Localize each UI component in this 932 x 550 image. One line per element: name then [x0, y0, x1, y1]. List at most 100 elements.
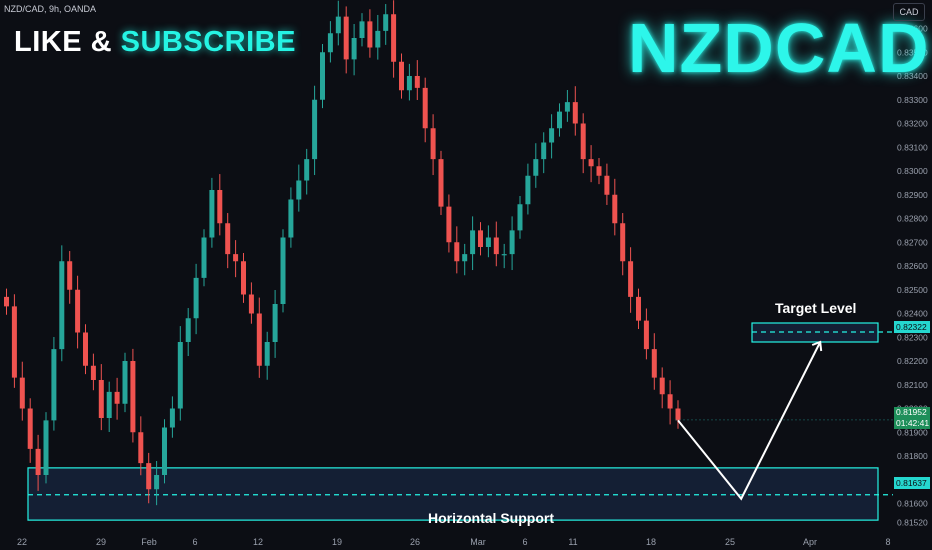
candle-body [304, 159, 310, 181]
candle-body [35, 448, 41, 475]
y-tick-label: 0.82400 [897, 309, 928, 319]
x-tick-label: 8 [885, 537, 890, 547]
currency-button[interactable]: CAD [893, 3, 925, 21]
x-tick-label: 6 [192, 537, 197, 547]
x-tick-label: 18 [646, 537, 656, 547]
candle-body [185, 318, 191, 342]
candle-body [51, 349, 57, 421]
y-tick-label: 0.81900 [897, 427, 928, 437]
candle-body [533, 159, 539, 176]
y-tick-label: 0.83300 [897, 95, 928, 105]
x-tick-label: Apr [803, 537, 817, 547]
candle-body [509, 230, 515, 255]
candle-body [549, 128, 555, 143]
candle-body [320, 52, 325, 100]
y-tick-label: 0.81600 [897, 499, 928, 509]
candle-body [193, 277, 199, 319]
candle-body [541, 142, 547, 160]
candle-body [43, 420, 49, 475]
candle-body [604, 175, 610, 195]
candle-body [430, 128, 436, 160]
candle-body [667, 394, 673, 409]
candle-body [375, 30, 381, 48]
candle-body [288, 199, 294, 238]
candle-body [4, 296, 9, 307]
like-text: LIKE & [14, 26, 121, 58]
y-tick-label: 0.82300 [897, 332, 928, 342]
candle-body [438, 159, 444, 207]
candle-body [59, 261, 65, 350]
y-tick-label: 0.81800 [897, 451, 928, 461]
candle-body [572, 102, 578, 124]
y-tick-label: 0.82200 [897, 356, 928, 366]
candle-body [612, 194, 618, 224]
candle-body [98, 380, 104, 418]
subscribe-text: SUBSCRIBE [120, 26, 296, 58]
candle-body [225, 223, 231, 255]
candle-body [327, 33, 333, 53]
candle-body [359, 21, 365, 38]
x-tick-label: Mar [470, 537, 486, 547]
candle-body [296, 180, 302, 200]
candle-body [106, 391, 112, 418]
candle-body [675, 408, 681, 421]
candle-body [399, 61, 404, 91]
support-label: Horizontal Support [428, 510, 554, 526]
candle-body [241, 261, 246, 295]
current-price-tag: 0.81952 01:42:41 [894, 407, 930, 429]
y-tick-label: 0.83000 [897, 166, 928, 176]
y-tick-label: 0.82600 [897, 261, 928, 271]
y-tick-label: 0.82700 [897, 237, 928, 247]
candle-body [75, 289, 81, 333]
symbol-header: NZD/CAD, 9h, OANDA [4, 4, 97, 14]
candle-body [138, 432, 144, 464]
candle-body [564, 102, 570, 112]
candle-body [114, 391, 120, 404]
candle-body [485, 237, 491, 247]
candle-body [122, 361, 128, 404]
y-tick-label: 0.82900 [897, 190, 928, 200]
x-tick-label: 26 [410, 537, 420, 547]
candle-body [651, 349, 657, 378]
candle-body [454, 242, 460, 262]
candle-body [146, 463, 152, 490]
pair-title: NZDCAD [628, 9, 930, 87]
candle-body [525, 175, 531, 205]
x-tick-label: 29 [96, 537, 106, 547]
projection-path [677, 341, 822, 501]
candle-body [351, 38, 357, 60]
x-tick-label: Feb [141, 537, 157, 547]
candle-body [517, 204, 523, 231]
candle-body [588, 159, 594, 167]
candle-body [636, 296, 641, 321]
candle-body [557, 111, 562, 129]
x-tick-label: 19 [332, 537, 342, 547]
y-tick-label: 0.83200 [897, 119, 928, 129]
y-tick-label: 0.82100 [897, 380, 928, 390]
candle-body [620, 223, 626, 262]
candle-body [343, 16, 349, 60]
candle-body [312, 99, 318, 160]
candle-body [264, 342, 270, 366]
candle-body [19, 377, 25, 409]
candle-body [414, 76, 420, 88]
candle-body [11, 306, 17, 378]
candle-body [169, 408, 175, 428]
candle-body [177, 342, 183, 409]
candle-body [643, 320, 649, 350]
target-level-label: Target Level [775, 300, 857, 316]
projection-arrowhead [811, 340, 823, 352]
y-tick-label: 0.82500 [897, 285, 928, 295]
candle-body [596, 166, 602, 176]
y-tick-label: 0.83600 [897, 24, 928, 34]
candle-body [470, 230, 476, 255]
target-price-tag: 0.82322 [894, 321, 930, 333]
candle-body [201, 237, 207, 278]
y-tick-label: 0.83100 [897, 142, 928, 152]
candle-body [383, 14, 389, 31]
candle-body [280, 237, 286, 304]
candle-body [233, 254, 239, 262]
candle-body [90, 365, 96, 380]
y-tick-label: 0.81520 [897, 518, 928, 528]
